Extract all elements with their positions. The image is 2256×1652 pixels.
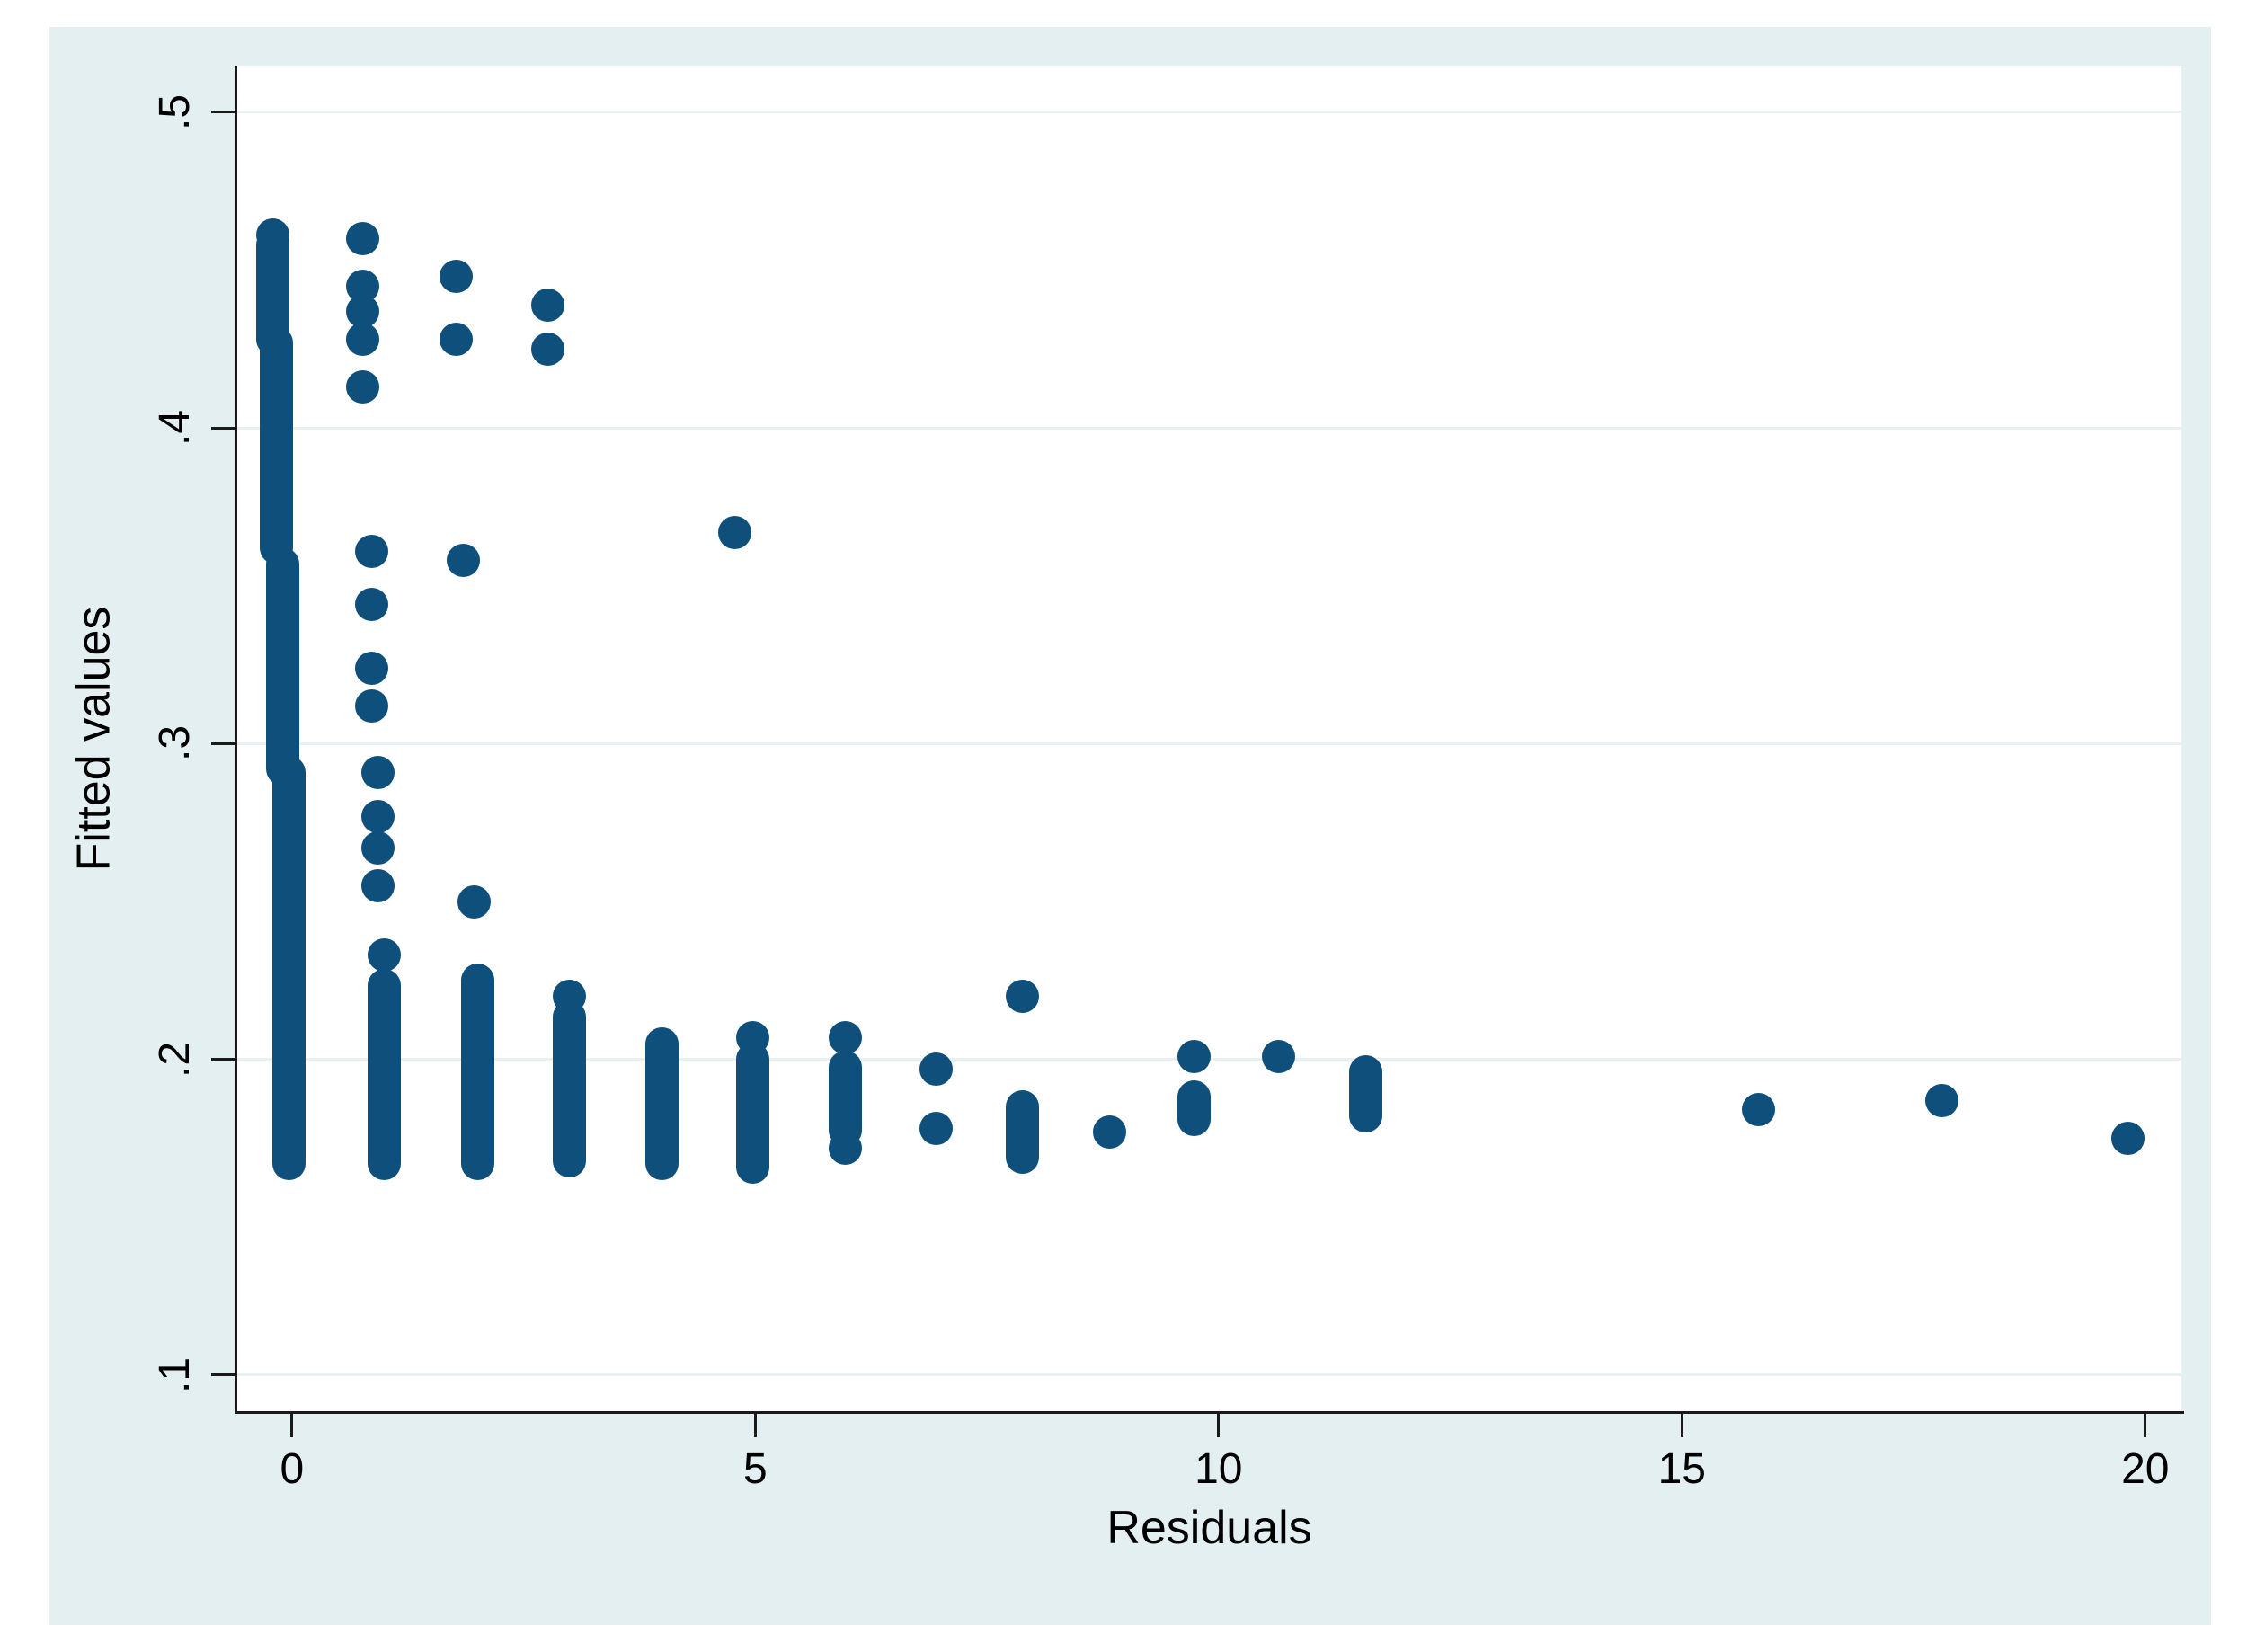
scatter-point bbox=[346, 323, 380, 357]
scatter-point bbox=[355, 588, 389, 622]
y-tick-label: .1 bbox=[151, 1356, 199, 1393]
y-gridline bbox=[237, 742, 2181, 745]
scatter-run bbox=[266, 546, 300, 786]
scatter-point bbox=[1925, 1083, 1959, 1117]
x-tick-label: 10 bbox=[1195, 1445, 1243, 1493]
y-tick bbox=[211, 111, 235, 114]
scatter-point bbox=[1742, 1093, 1776, 1127]
y-tick bbox=[211, 1058, 235, 1061]
plot-area bbox=[237, 66, 2181, 1411]
y-axis-title: Fitted values bbox=[67, 606, 120, 871]
scatter-point bbox=[355, 651, 389, 685]
scatter-point bbox=[2111, 1122, 2145, 1156]
x-tick bbox=[1217, 1414, 1221, 1437]
scatter-run bbox=[1006, 1089, 1040, 1175]
y-tick-label: .5 bbox=[151, 93, 199, 130]
y-gridline bbox=[237, 111, 2181, 114]
scatter-point bbox=[346, 370, 380, 404]
scatter-point bbox=[1262, 1039, 1296, 1073]
scatter-point bbox=[440, 260, 474, 294]
x-tick-label: 0 bbox=[280, 1445, 305, 1493]
scatter-point bbox=[457, 884, 492, 919]
scatter-point bbox=[346, 221, 380, 255]
scatter-run bbox=[829, 1050, 863, 1148]
scatter-point bbox=[361, 830, 395, 865]
scatter-run bbox=[645, 1026, 679, 1181]
x-tick bbox=[2144, 1414, 2147, 1437]
scatter-point bbox=[355, 688, 389, 723]
y-tick bbox=[211, 1373, 235, 1377]
scatter-point bbox=[919, 1052, 954, 1086]
scatter-point bbox=[361, 755, 395, 789]
scatter-run bbox=[260, 325, 294, 565]
scatter-point bbox=[368, 938, 402, 973]
x-axis-title: Residuals bbox=[1106, 1502, 1312, 1554]
scatter-point bbox=[531, 288, 565, 322]
y-tick-label: .4 bbox=[151, 410, 199, 447]
x-tick-label: 15 bbox=[1657, 1445, 1706, 1493]
y-tick-label: .3 bbox=[151, 725, 199, 762]
scatter-run bbox=[1349, 1055, 1383, 1133]
scatter-point bbox=[361, 869, 395, 903]
scatter-point bbox=[919, 1112, 954, 1146]
x-tick bbox=[1680, 1414, 1683, 1437]
scatter-run bbox=[553, 999, 587, 1177]
x-tick-label: 20 bbox=[2121, 1445, 2170, 1493]
scatter-point bbox=[829, 1020, 863, 1054]
scatter-run bbox=[368, 968, 402, 1181]
y-gridline bbox=[237, 426, 2181, 430]
scatter-point bbox=[361, 799, 395, 833]
scatter-point bbox=[346, 294, 380, 328]
y-tick-label: .2 bbox=[151, 1041, 199, 1078]
scatter-point bbox=[531, 332, 565, 366]
x-axis-line bbox=[235, 1411, 2184, 1414]
scatter-point bbox=[447, 544, 481, 578]
x-tick bbox=[290, 1414, 294, 1437]
y-tick bbox=[211, 426, 235, 430]
plot-figure: Fitted values Residuals .5 .4 .3 .2 .1 0 5 10 15… bbox=[49, 27, 2211, 1625]
x-tick bbox=[753, 1414, 757, 1437]
scatter-point bbox=[1006, 979, 1040, 1013]
scatter-point bbox=[1093, 1115, 1127, 1149]
scatter-point bbox=[1177, 1039, 1212, 1073]
scatter-point bbox=[718, 515, 752, 549]
x-tick-label: 5 bbox=[742, 1445, 768, 1493]
y-gridline bbox=[237, 1373, 2181, 1377]
y-axis-line bbox=[235, 66, 237, 1414]
scatter-run bbox=[1177, 1080, 1212, 1136]
y-tick bbox=[211, 742, 235, 745]
scatter-point bbox=[440, 323, 474, 357]
scatter-point bbox=[355, 534, 389, 568]
scatter-run bbox=[272, 755, 306, 1181]
scatter-run bbox=[736, 1043, 770, 1184]
scatter-run bbox=[461, 964, 495, 1181]
